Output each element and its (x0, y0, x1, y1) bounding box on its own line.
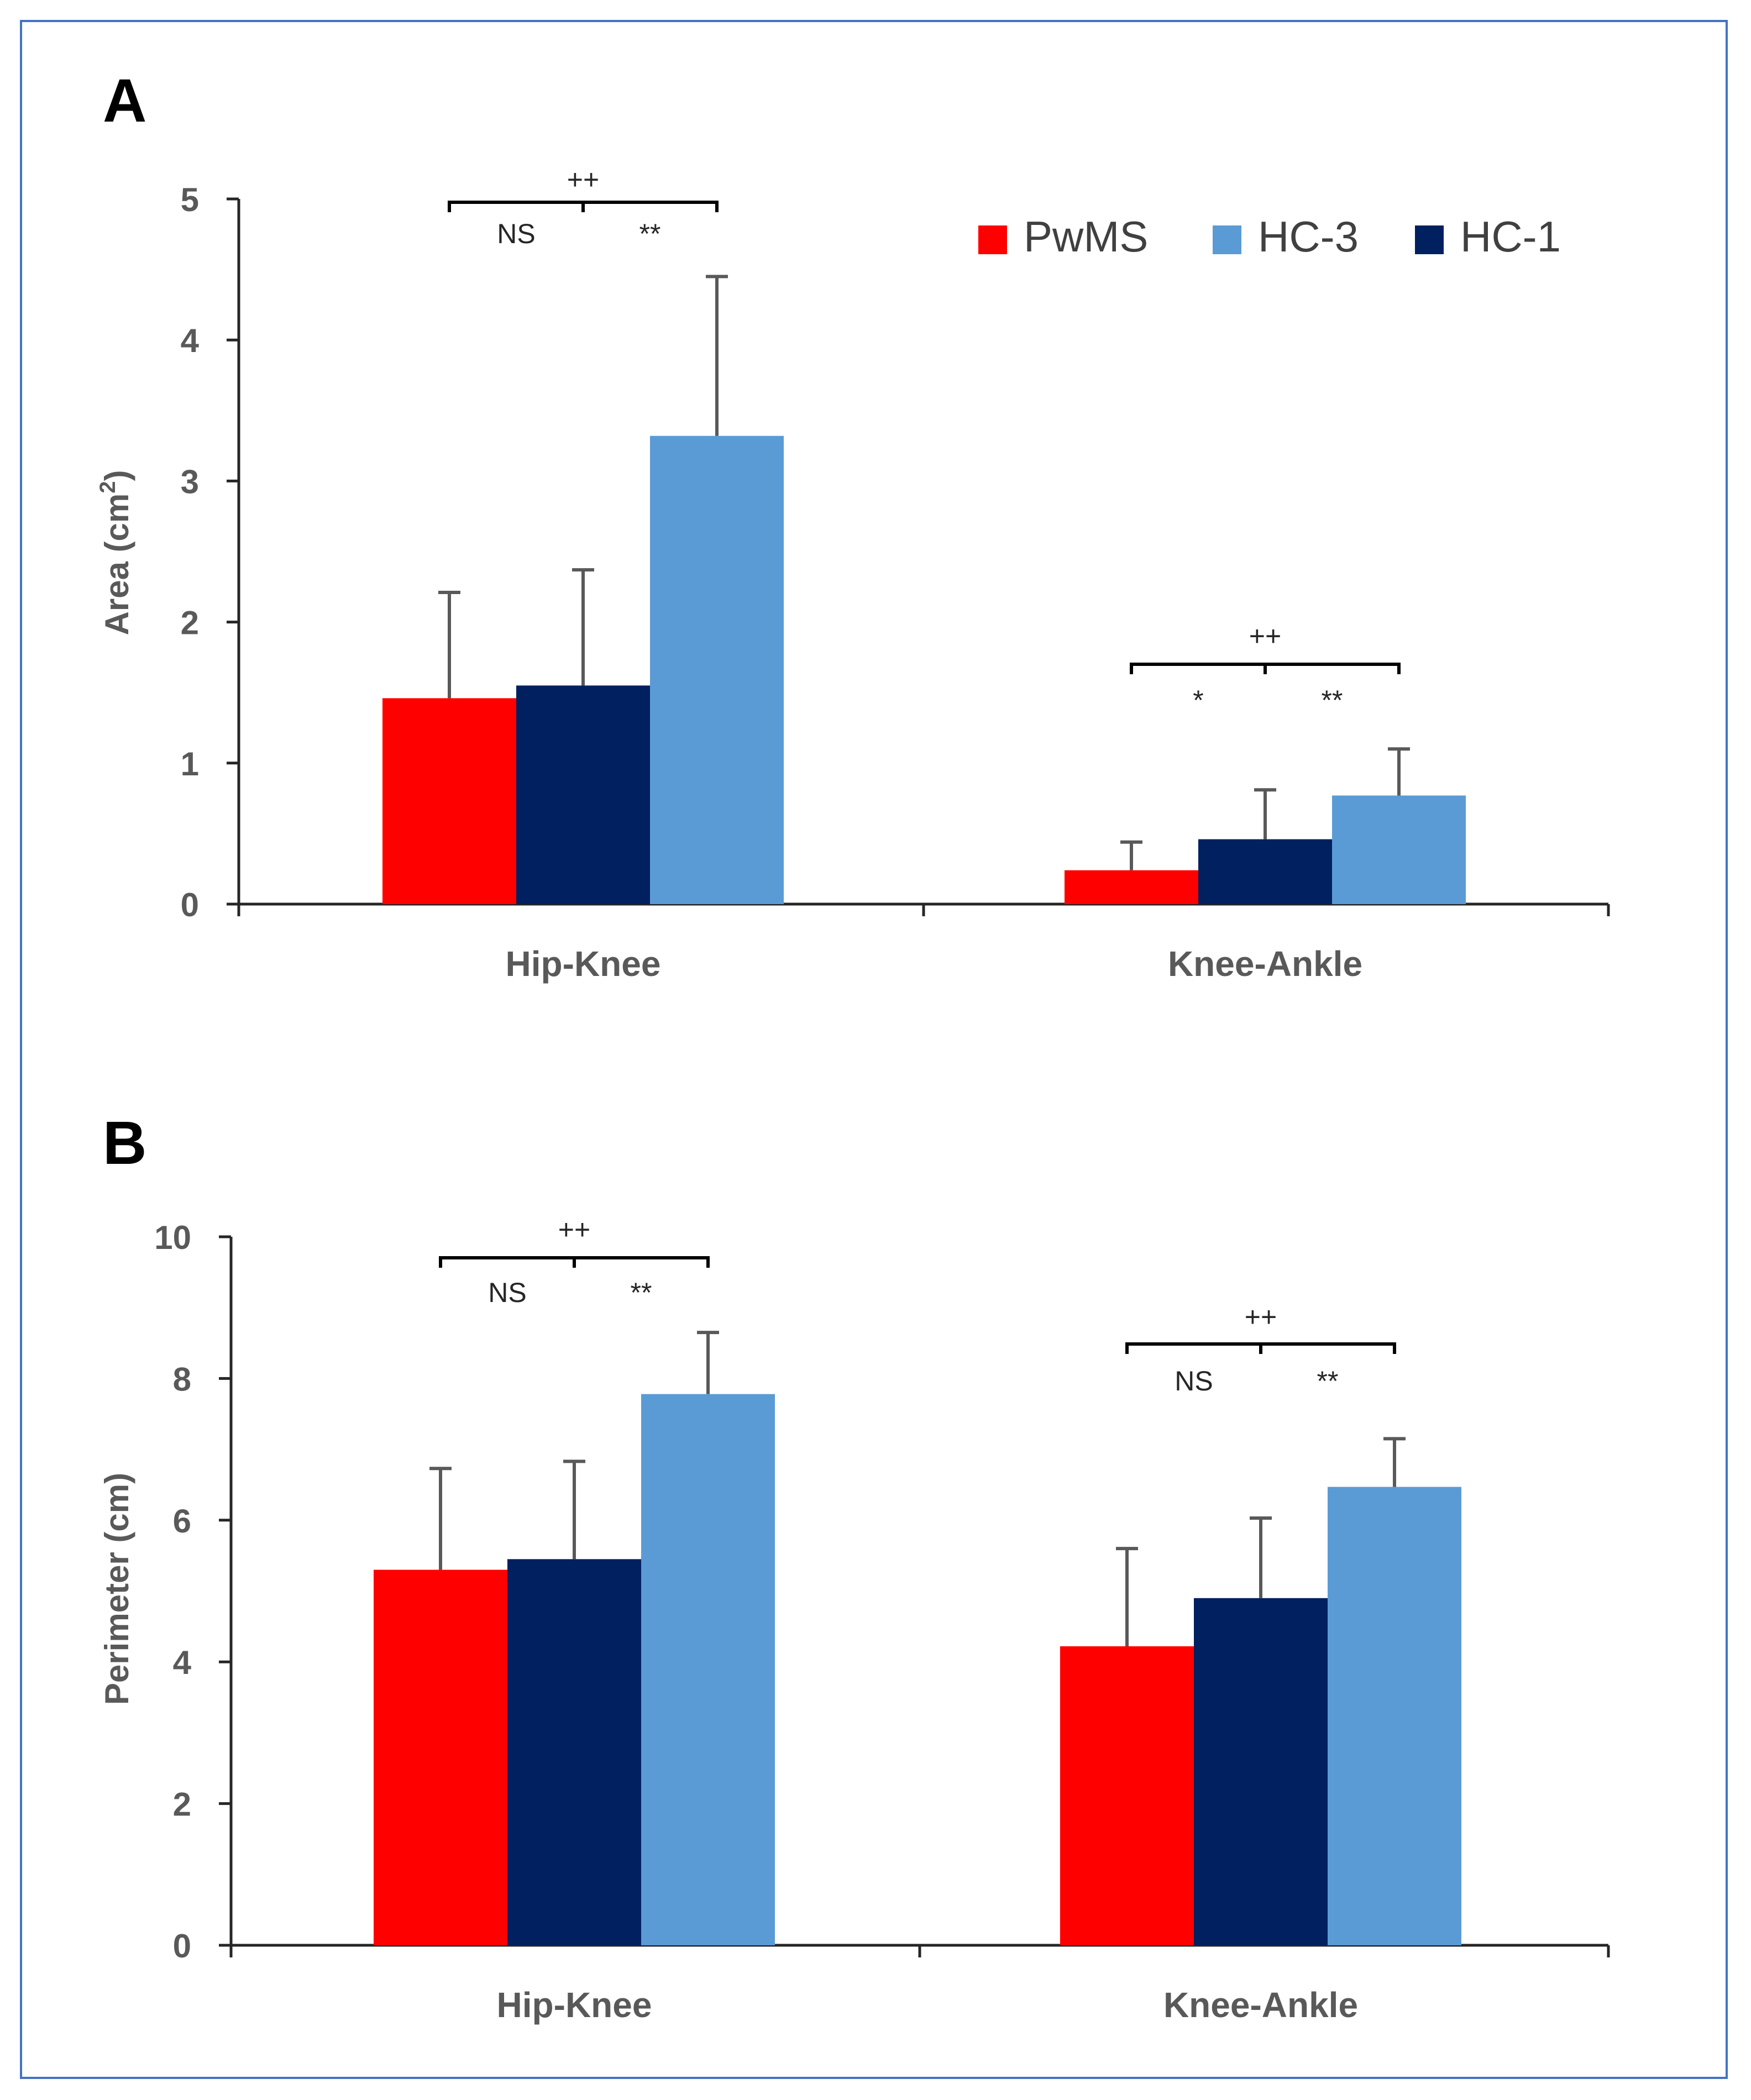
panel-b-chart: 0 2 4 6 8 10 Hip-Knee ++ NS ** Knee-Ankle ++ NS ** (154, 1214, 1610, 2025)
legend-swatch-pwms (978, 225, 1007, 254)
panel-a-y-tick-label: 3 (181, 463, 199, 500)
panel-a-significance-bracket (1130, 663, 1401, 674)
panel-a-sig-right: ** (1322, 685, 1343, 716)
panel-a-y-tick-label: 1 (181, 746, 199, 783)
panel-b-y-tick-label: 2 (173, 1786, 191, 1823)
panel-a-sig-right: ** (639, 218, 661, 249)
panel-b-significance-bracket (1125, 1342, 1396, 1354)
panel-a-y-tick-label: 2 (181, 605, 199, 642)
panel-b-bar-hc1-1 (1194, 1598, 1328, 1945)
legend-label-hc1: HC-1 (1460, 212, 1561, 261)
legend-swatch-hc1 (1415, 225, 1444, 254)
panel-b-ylabel: Perimeter (cm) (98, 1473, 135, 1705)
panel-b-bar-pwms-1 (1060, 1646, 1194, 1945)
panel-a-bar-pwms-1 (1065, 870, 1198, 904)
panel-a-bar-hc1-1 (1198, 839, 1332, 904)
legend: PwMS HC-3 HC-1 (978, 212, 1561, 261)
panel-b-bar-hc3-1 (1328, 1487, 1461, 1945)
figure-frame (20, 20, 1728, 2079)
panel-a-bar-pwms-0 (382, 698, 516, 904)
panel-a-bar-hc3-1 (1332, 795, 1466, 904)
panel-a-sig-left: * (1193, 685, 1203, 716)
panel-a-category-label: Hip-Knee (506, 944, 661, 984)
legend-label-hc3: HC-3 (1258, 212, 1359, 261)
panel-b-sig-top: ++ (558, 1214, 590, 1245)
panel-b-category-label: Knee-Ankle (1163, 1985, 1358, 2025)
panel-a-sig-top: ++ (1249, 621, 1281, 652)
panel-b-significance-bracket (439, 1256, 710, 1268)
panel-b-bar-pwms-0 (374, 1569, 507, 1945)
panel-b-category-label: Hip-Knee (497, 1985, 652, 2025)
panel-b-sig-right: ** (631, 1277, 652, 1308)
panel-a-category-label: Knee-Ankle (1168, 944, 1362, 984)
panel-a-sig-top: ++ (567, 164, 599, 195)
panel-a-y-tick-label: 4 (181, 322, 200, 359)
panel-b-bar-hc3-0 (641, 1394, 775, 1945)
panel-a-y-tick-label: 0 (181, 886, 199, 923)
panel-a-y-tick-label: 5 (181, 181, 199, 218)
panel-b-y-tick-label: 6 (173, 1503, 191, 1540)
legend-label-pwms: PwMS (1024, 212, 1148, 261)
panel-a-bar-hc3-0 (650, 435, 784, 904)
panel-b-sig-right: ** (1317, 1366, 1339, 1397)
legend-swatch-hc3 (1213, 225, 1241, 254)
panel-b-y-tick-label: 0 (173, 1928, 191, 1965)
panel-b-y-tick-label: 4 (173, 1644, 192, 1681)
panel-b-sig-left: NS (1175, 1366, 1213, 1397)
panel-a-ylabel: Area (cm2) (96, 470, 135, 635)
panel-b-sig-left: NS (488, 1277, 526, 1308)
panel-b-sig-top: ++ (1245, 1301, 1277, 1332)
panel-a-bar-hc1-0 (516, 685, 650, 904)
panel-a-sig-left: NS (497, 218, 535, 249)
panel-b-letter: B (103, 1109, 146, 1177)
panel-b-bar-hc1-0 (507, 1559, 641, 1945)
panel-b-y-tick-label: 10 (154, 1219, 191, 1256)
panel-a-letter: A (103, 67, 146, 135)
panel-a-significance-bracket (448, 201, 719, 212)
panel-b-y-tick-label: 8 (173, 1361, 191, 1398)
